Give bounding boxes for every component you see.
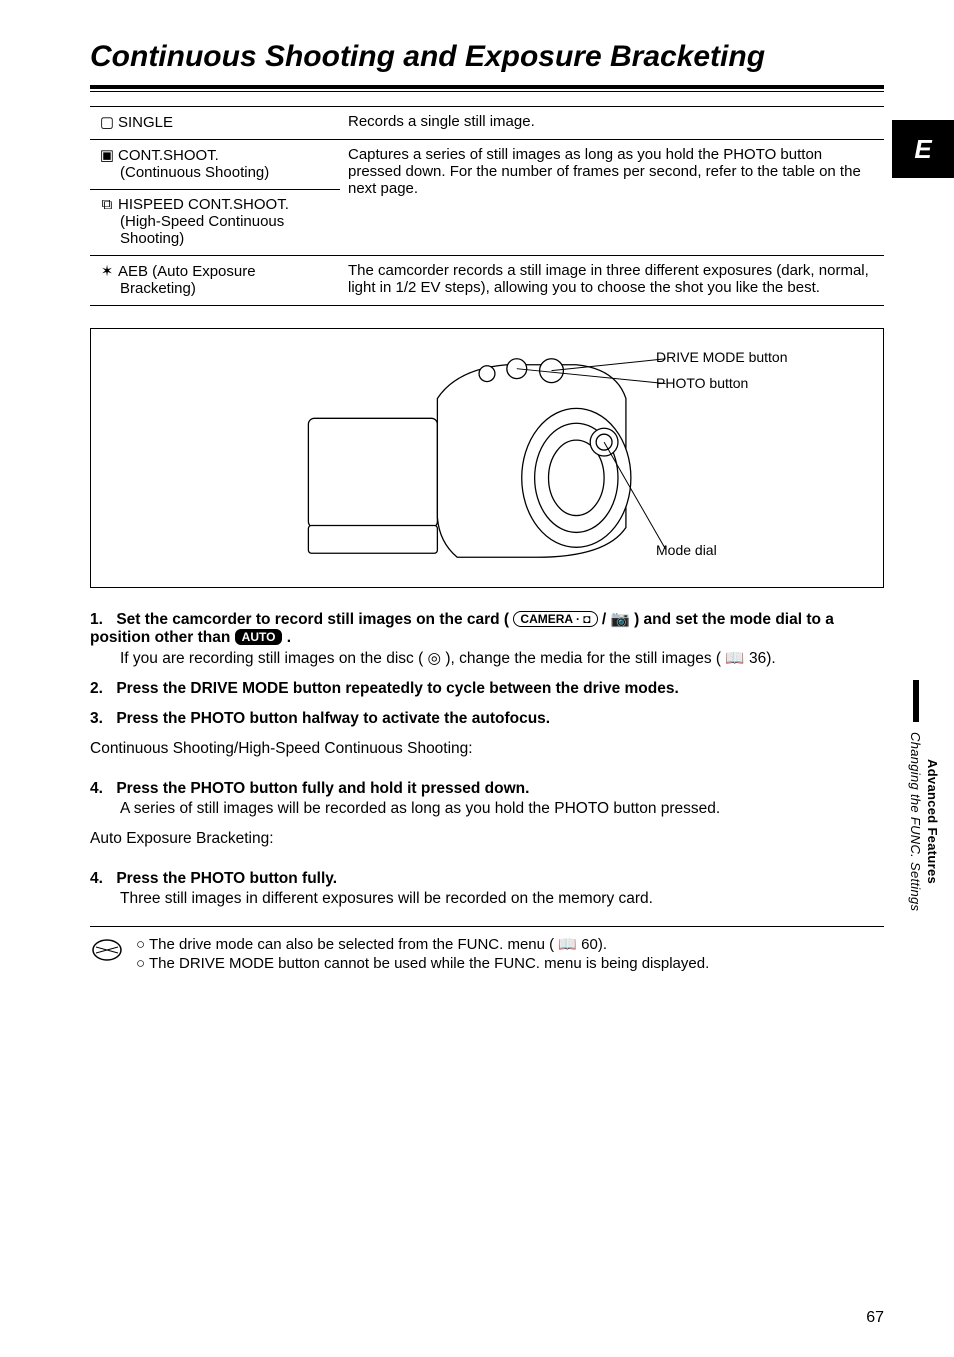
- list-item: 4. Press the PHOTO button fully. Three s…: [90, 870, 884, 908]
- instruction-list: 4. Press the PHOTO button fully and hold…: [90, 780, 884, 818]
- callout-mode-dial: Mode dial: [656, 542, 717, 558]
- table-row: ▢SINGLE: [90, 106, 340, 139]
- step-text: Press the PHOTO button fully.: [116, 870, 337, 887]
- mode-desc: Captures a series of still images as lon…: [340, 139, 884, 255]
- instruction-list: 1. Set the camcorder to record still ima…: [90, 610, 884, 728]
- mode-name: AEB (Auto Exposure: [118, 263, 256, 280]
- list-item: 1. Set the camcorder to record still ima…: [90, 610, 884, 668]
- step-body: Three still images in different exposure…: [90, 890, 884, 908]
- list-item: 2. Press the DRIVE MODE button repeatedl…: [90, 680, 884, 698]
- side-label: Advanced Features Changing the FUNC. Set…: [906, 680, 926, 911]
- callout-drive-mode: DRIVE MODE button: [656, 349, 788, 365]
- mode-desc: The camcorder records a still image in t…: [340, 255, 884, 305]
- notes-block: The drive mode can also be selected from…: [90, 935, 884, 974]
- mode-name: CONT.SHOOT.: [118, 147, 219, 164]
- step-text: Press the DRIVE MODE button repeatedly t…: [116, 680, 678, 697]
- divider-thick: [90, 85, 884, 89]
- divider: [90, 926, 884, 927]
- step-number: 1.: [90, 611, 112, 629]
- step-number: 2.: [90, 680, 112, 698]
- language-tab: E: [892, 120, 954, 178]
- burst-icon: ▣: [98, 146, 116, 164]
- table-row: ▣CONT.SHOOT. (Continuous Shooting): [90, 139, 340, 189]
- square-icon: ▢: [98, 113, 116, 131]
- side-bar-icon: [913, 680, 919, 722]
- table-row: ⧉HISPEED CONT.SHOOT. (High-Speed Continu…: [90, 189, 340, 255]
- camcorder-diagram: DRIVE MODE button PHOTO button Mode dial: [90, 328, 884, 588]
- step-text: Press the PHOTO button halfway to activa…: [116, 710, 550, 727]
- instruction-list: 4. Press the PHOTO button fully. Three s…: [90, 870, 884, 908]
- step-text: Set the camcorder to record still images…: [116, 611, 509, 628]
- note-icon: [90, 935, 124, 974]
- mode-name: HISPEED CONT.SHOOT.: [118, 196, 289, 213]
- step-number: 3.: [90, 710, 112, 728]
- mode-sub: (Continuous Shooting): [98, 164, 332, 181]
- divider-thin: [90, 91, 884, 92]
- step-body: A series of still images will be recorde…: [90, 800, 884, 818]
- mode-name: SINGLE: [118, 114, 173, 131]
- list-item: 3. Press the PHOTO button halfway to act…: [90, 710, 884, 728]
- side-italic: Changing the FUNC. Settings: [908, 732, 923, 911]
- camera-mode-badge-icon: CAMERA · ◘: [513, 611, 597, 627]
- step-text: .: [287, 629, 291, 646]
- callout-photo: PHOTO button: [656, 375, 748, 391]
- table-row: ✶AEB (Auto Exposure Bracketing): [90, 255, 340, 305]
- page-title: Continuous Shooting and Exposure Bracket…: [90, 40, 884, 75]
- step-body: If you are recording still images on the…: [90, 649, 884, 668]
- mode-desc: Records a single still image.: [340, 106, 884, 139]
- mode-sub: (High-Speed Continuous Shooting): [98, 213, 332, 247]
- side-bold: Advanced Features: [925, 759, 940, 884]
- section-label: Auto Exposure Bracketing:: [90, 830, 884, 848]
- mode-sub: Bracketing): [98, 280, 332, 297]
- hispeed-icon: ⧉: [98, 196, 116, 213]
- auto-badge-icon: AUTO: [235, 629, 283, 645]
- camcorder-illustration-icon: [91, 329, 883, 587]
- note-text: The DRIVE MODE button cannot be used whi…: [136, 955, 709, 972]
- drive-mode-table: ▢SINGLE Records a single still image. ▣C…: [90, 106, 884, 306]
- step-text: Press the PHOTO button fully and hold it…: [116, 780, 529, 797]
- aeb-icon: ✶: [98, 262, 116, 280]
- list-item: 4. Press the PHOTO button fully and hold…: [90, 780, 884, 818]
- note-text: The drive mode can also be selected from…: [136, 935, 709, 953]
- step-number: 4.: [90, 870, 112, 888]
- step-number: 4.: [90, 780, 112, 798]
- section-label: Continuous Shooting/High-Speed Continuou…: [90, 740, 884, 758]
- page-number: 67: [866, 1309, 884, 1327]
